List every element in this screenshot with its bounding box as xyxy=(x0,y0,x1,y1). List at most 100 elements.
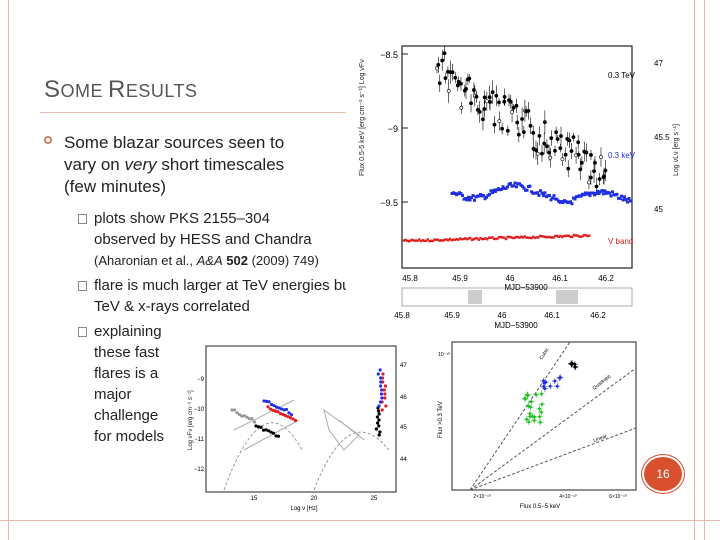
vband-point xyxy=(406,239,409,243)
sed-point-red xyxy=(380,408,384,412)
kev-point xyxy=(603,189,607,193)
lightcurve-figure: Flux 0.5-5 keV [erg cm⁻² s⁻¹] Log νFν Lo… xyxy=(346,36,686,330)
sed-ytick: −10 xyxy=(194,407,205,413)
corr-point-blue xyxy=(548,384,552,388)
tev-point xyxy=(469,101,473,106)
kev-point xyxy=(470,196,473,200)
sed-point-blue xyxy=(379,392,384,396)
vband-point xyxy=(506,235,509,239)
vband-point xyxy=(586,234,589,238)
kev-point xyxy=(506,185,509,189)
sed-ytick: −12 xyxy=(194,467,205,473)
kev-point xyxy=(521,184,524,188)
kev-point xyxy=(473,198,476,202)
vband-point xyxy=(560,235,564,239)
corr-line-label: Cubic xyxy=(539,347,551,361)
kev-point xyxy=(582,193,586,197)
tev-point xyxy=(588,175,593,180)
vband-point xyxy=(516,235,520,239)
tev-point xyxy=(571,135,576,140)
vband-point xyxy=(433,238,436,241)
sed-ylabel: Log νFν [erg cm⁻² s⁻¹] xyxy=(188,390,194,450)
corr-point-green xyxy=(538,420,542,424)
tev-point xyxy=(494,93,499,98)
corr-xlabel: Flux 0.5−5 keV xyxy=(520,504,560,510)
sed-point-blue xyxy=(282,408,286,412)
kev-point xyxy=(539,189,542,193)
corr-point-green xyxy=(529,400,533,404)
sed-ytick-right: 46 xyxy=(400,395,407,401)
vband-point xyxy=(435,238,438,241)
correlation-frame xyxy=(451,341,637,491)
lightcurve-xtick-lower: 46.2 xyxy=(590,311,606,320)
kev-point xyxy=(489,189,493,193)
corr-point-green xyxy=(532,419,536,422)
vband-point xyxy=(414,239,418,242)
correlation-figure: 10⁻¹⁰ 2×10⁻¹⁰ 4×10⁻¹⁰ 6×10⁻¹⁰ Flux 0.5−5 keV… xyxy=(430,338,642,514)
lightcurve-xtick: 46.1 xyxy=(552,274,568,283)
kev-point xyxy=(561,201,565,205)
sed-point-black xyxy=(375,415,380,419)
tev-point xyxy=(531,131,536,135)
sed-point-blue xyxy=(277,406,281,410)
vband-point xyxy=(492,237,496,241)
tev-point xyxy=(514,103,519,108)
corr-point-green xyxy=(525,417,529,421)
sed-ytick-right: 44 xyxy=(400,457,407,463)
vband-point xyxy=(508,235,511,239)
lightcurve-xtick: 46.2 xyxy=(598,274,614,283)
tev-point xyxy=(534,148,538,153)
lightcurve-ytick: −9 xyxy=(388,124,398,134)
kev-point xyxy=(609,194,613,198)
corr-point-black xyxy=(574,365,577,369)
vband-point xyxy=(550,236,554,239)
kev-point xyxy=(513,181,517,185)
vband-point xyxy=(504,237,508,241)
kev-point xyxy=(467,195,470,199)
corr-ytick: 10⁻¹⁰ xyxy=(438,352,450,358)
tev-point xyxy=(540,151,544,156)
kev-point xyxy=(482,193,485,197)
sub-bullet-3-line: major xyxy=(94,386,132,403)
tev-point xyxy=(548,155,553,160)
vband-point xyxy=(421,239,424,242)
sed-point-grey xyxy=(240,414,244,418)
vband-point xyxy=(569,235,572,239)
corr-point-green xyxy=(527,420,531,424)
tev-point xyxy=(555,137,560,142)
sed-point-black xyxy=(261,428,266,432)
sed-point-blue xyxy=(264,399,269,403)
corr-point-green xyxy=(540,392,543,396)
lightcurve-ytick: −8.5 xyxy=(380,50,398,60)
vband-point xyxy=(555,234,559,238)
tev-point xyxy=(450,70,455,75)
tev-point xyxy=(587,180,591,185)
vband-point xyxy=(445,238,448,241)
bullet-ring-icon xyxy=(44,136,52,144)
kev-point xyxy=(551,196,554,200)
vband-point xyxy=(484,237,487,240)
tev-point xyxy=(584,150,589,155)
sed-point-blue xyxy=(379,380,383,384)
lightcurve-ytick-right: 45 xyxy=(654,205,663,214)
frame-line-bottom xyxy=(0,520,720,521)
corr-xtick: 4×10⁻¹⁰ xyxy=(559,494,577,500)
kev-point xyxy=(555,197,559,201)
sed-point-blue xyxy=(380,388,384,392)
sub-bullet-3-line: flares is a xyxy=(94,365,159,382)
tev-point xyxy=(440,58,445,63)
tev-point xyxy=(558,146,563,151)
sub-bullet-3-line: explaining xyxy=(94,323,162,340)
kev-point xyxy=(543,191,547,195)
vband-point xyxy=(450,238,453,242)
sub-bullet-3-line: challenge xyxy=(94,407,159,424)
tev-point xyxy=(528,123,533,128)
vband-point xyxy=(470,238,474,242)
kev-point xyxy=(536,191,539,195)
tev-point xyxy=(526,108,531,113)
lightcurve-ytick: −9.5 xyxy=(380,198,398,208)
lightcurve-ytick-right: 45.5 xyxy=(654,133,670,142)
sed-point-red xyxy=(382,388,386,392)
vband-point xyxy=(458,237,462,240)
kev-point xyxy=(587,191,590,195)
